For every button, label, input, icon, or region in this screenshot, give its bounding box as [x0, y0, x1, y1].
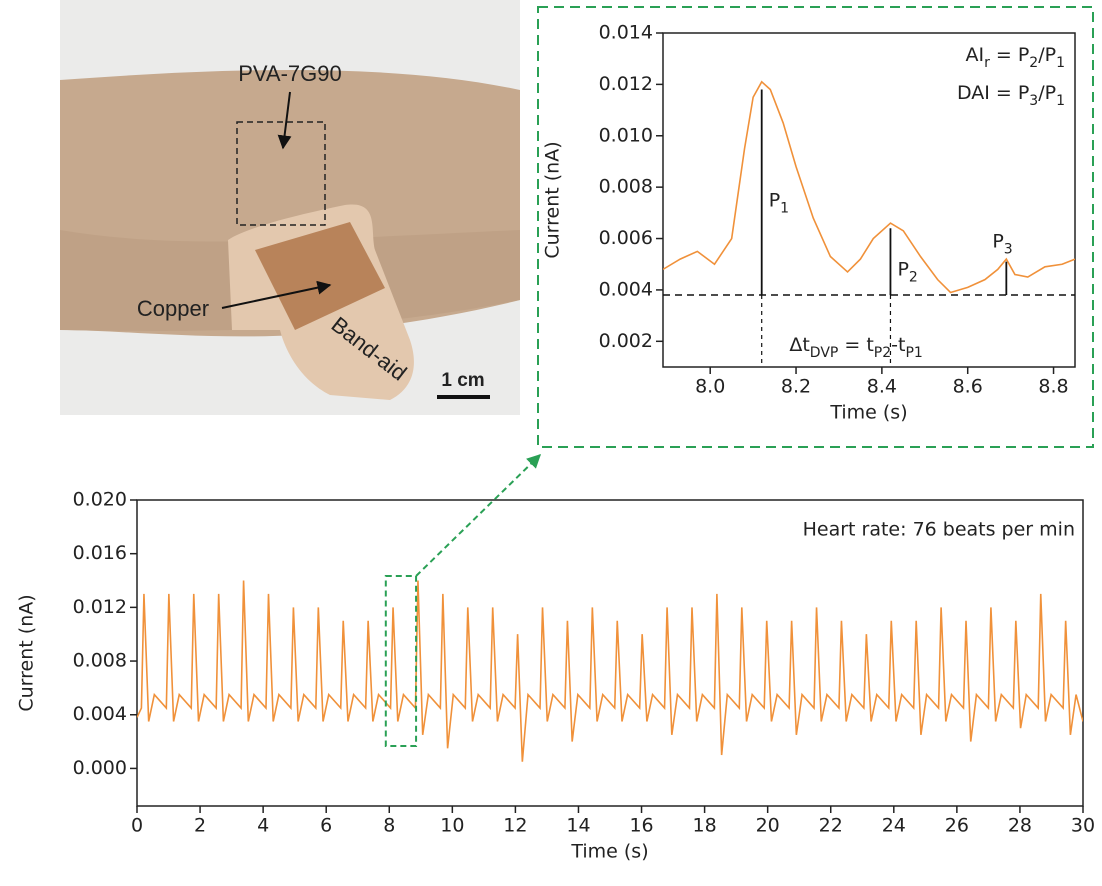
y-tick-label: 0.004 — [73, 703, 127, 725]
ratio-formula: AIr = P2/P1 — [965, 44, 1065, 72]
peak-label-part: 3 — [1004, 242, 1013, 258]
x-tick-label: 28 — [1008, 815, 1032, 837]
y-tick-label: 0.014 — [599, 22, 653, 44]
x-tick-label: 8.4 — [867, 376, 897, 398]
signal-line — [663, 80, 1075, 294]
photo: PVA-7G90 Copper Band-aid 1 cm — [60, 0, 520, 415]
y-tick-label: 0.008 — [599, 176, 653, 198]
y-tick-label: 0.012 — [73, 596, 127, 618]
x-tick-label: 2 — [194, 815, 206, 837]
x-tick-label: 10 — [440, 815, 464, 837]
x-tick-label: 8.2 — [781, 376, 811, 398]
peak-label-part: P — [897, 258, 908, 280]
interval-formula-part: -t — [891, 334, 905, 356]
ratio-formula-part: = P — [990, 44, 1029, 66]
ratio-formula-part: AI — [965, 44, 984, 66]
film-arrow — [277, 91, 292, 150]
film-outline — [236, 121, 326, 226]
copper — [255, 222, 385, 330]
x-tick-label: 20 — [756, 815, 780, 837]
x-tick-label: 6 — [320, 815, 332, 837]
ratio-formula-part: 2 — [1029, 55, 1038, 71]
y-tick-label: 0.000 — [73, 757, 127, 779]
inset-frame — [537, 6, 1094, 448]
peak-label-part: 2 — [909, 270, 918, 286]
plot-frame — [662, 32, 1076, 368]
ratio-formula-part: DAI = P — [957, 82, 1029, 104]
peak-label: P2 — [897, 258, 917, 286]
y-tick-label: 0.020 — [73, 489, 127, 511]
zoom-box — [384, 575, 418, 747]
ratio-formula: DAI = P3/P1 — [957, 82, 1065, 110]
signal-line — [137, 580, 1083, 762]
x-tick-label: 12 — [503, 815, 527, 837]
ratio-formula-part: /P — [1038, 44, 1056, 66]
x-tick-label: 14 — [566, 815, 590, 837]
ratio-formula-part: r — [984, 55, 990, 71]
y-tick-label: 0.006 — [599, 227, 653, 249]
zoom-arrow — [415, 454, 542, 577]
ratio-formula-part: 1 — [1056, 93, 1065, 109]
y-axis-title: Current (nA) — [542, 141, 564, 258]
y-tick-label: 0.004 — [599, 278, 653, 300]
y-axis-title: Current (nA) — [16, 594, 38, 711]
x-tick-label: 8.6 — [953, 376, 983, 398]
x-tick-label: 4 — [257, 815, 269, 837]
x-tick-label: 24 — [882, 815, 906, 837]
y-tick-label: 0.016 — [73, 542, 127, 564]
ratio-formula-part: 3 — [1029, 93, 1038, 109]
x-tick-label: 8 — [383, 815, 395, 837]
x-tick-label: 8.0 — [695, 376, 725, 398]
peak-label-part: 1 — [780, 200, 789, 216]
plot-frame — [136, 499, 1084, 807]
film-label: PVA-7G90 — [238, 61, 342, 86]
x-tick-label: 26 — [945, 815, 969, 837]
ratio-formula-part: 1 — [1056, 55, 1065, 71]
y-tick-label: 0.008 — [73, 650, 127, 672]
x-axis-title: Time (s) — [570, 841, 648, 863]
x-tick-label: 0 — [131, 815, 143, 837]
x-axis-title: Time (s) — [829, 402, 907, 424]
peak-label: P3 — [992, 230, 1012, 258]
peak-label-part: P — [992, 230, 1003, 252]
heart-rate-note: Heart rate: 76 beats per min — [803, 519, 1075, 541]
scale-label: 1 cm — [441, 370, 484, 391]
copper-arrow — [221, 280, 332, 309]
x-tick-label: 8.8 — [1038, 376, 1068, 398]
interval-formula-part: P1 — [905, 345, 922, 361]
peak-label: P1 — [769, 189, 789, 217]
interval-formula-part: Δt — [789, 334, 809, 356]
y-tick-label: 0.010 — [599, 124, 653, 146]
ratio-formula-part: /P — [1038, 82, 1056, 104]
peak-label-part: P — [769, 189, 780, 211]
interval-formula-part: DVP — [810, 345, 839, 361]
x-tick-label: 22 — [819, 815, 843, 837]
interval-formula-part: = t — [838, 334, 873, 356]
x-tick-label: 30 — [1071, 815, 1095, 837]
y-tick-label: 0.002 — [599, 330, 653, 352]
x-tick-label: 18 — [693, 815, 717, 837]
interval-formula-part: P2 — [874, 345, 891, 361]
copper-label: Copper — [137, 296, 209, 321]
x-tick-label: 16 — [629, 815, 653, 837]
interval-formula: ΔtDVP = tP2-tP1 — [789, 334, 923, 362]
y-tick-label: 0.012 — [599, 73, 653, 95]
